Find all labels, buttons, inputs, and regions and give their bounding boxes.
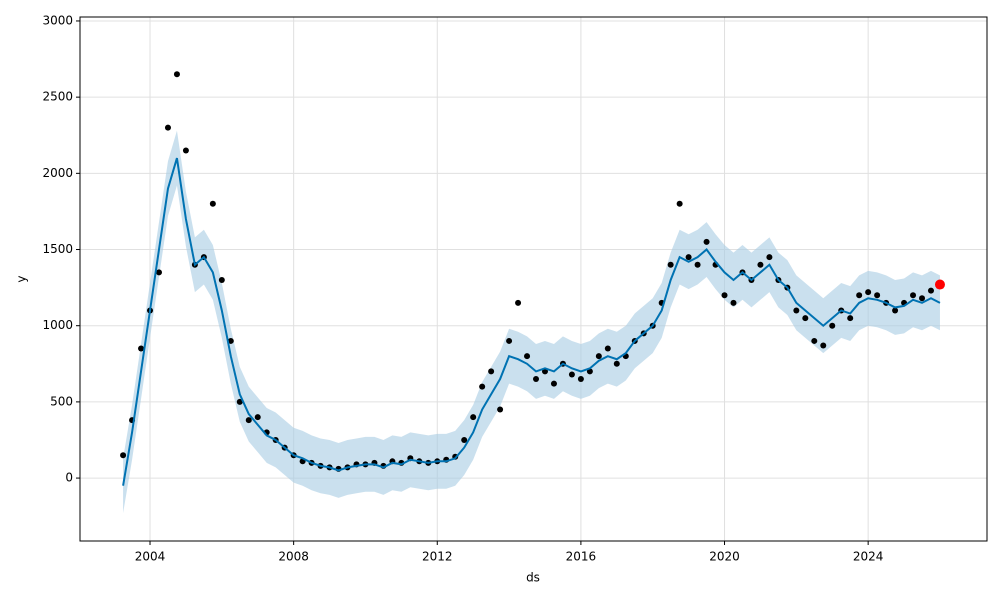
observed-point [604, 345, 611, 352]
y-tick-label: 1000 [42, 318, 73, 332]
observed-point [865, 289, 872, 296]
observed-point [182, 147, 189, 154]
observed-point [497, 406, 504, 413]
y-tick-label: 2500 [42, 90, 73, 104]
x-tick-label: 2008 [278, 550, 309, 564]
observed-point [550, 380, 557, 387]
observed-point [524, 353, 531, 360]
observed-point [910, 292, 917, 299]
observed-point [227, 337, 234, 344]
observed-point [847, 315, 854, 322]
observed-point [533, 376, 540, 383]
observed-point [595, 353, 602, 360]
observed-point [667, 261, 674, 268]
y-tick-label: 3000 [42, 13, 73, 27]
observed-point [766, 254, 773, 261]
observed-point [470, 414, 477, 421]
observed-point [488, 368, 495, 375]
observed-point [721, 292, 728, 299]
x-tick-label: 2004 [135, 550, 166, 564]
x-axis-label: ds [526, 571, 540, 585]
forecast-line [122, 157, 941, 486]
x-tick-label: 2012 [422, 550, 453, 564]
observed-point [730, 299, 737, 306]
observed-point [811, 337, 818, 344]
observed-point [613, 360, 620, 367]
observed-point [685, 254, 692, 261]
latest-point [934, 279, 945, 290]
observed-point [829, 322, 836, 329]
observed-point [515, 299, 522, 306]
y-axis-label: y [15, 275, 29, 282]
x-tick-label: 2024 [853, 550, 884, 564]
observed-point [120, 452, 127, 459]
observed-point [703, 238, 710, 245]
observed-point [138, 345, 145, 352]
y-tick-label: 500 [50, 394, 73, 408]
observed-point [757, 261, 764, 268]
observed-point [802, 315, 809, 322]
observed-point [892, 307, 899, 314]
observed-point [155, 269, 162, 276]
observed-point [676, 200, 683, 207]
observed-point [218, 276, 225, 283]
observed-point [694, 261, 701, 268]
observed-point [927, 287, 934, 294]
observed-point [173, 71, 180, 78]
observed-point [568, 371, 575, 378]
observed-point [209, 200, 216, 207]
observed-point [820, 342, 827, 349]
observed-point [506, 337, 513, 344]
observed-point [874, 292, 881, 299]
observed-point [577, 376, 584, 383]
y-tick-label: 1500 [42, 242, 73, 256]
y-tick-label: 0 [65, 471, 73, 485]
observed-point [793, 307, 800, 314]
x-tick-label: 2016 [566, 550, 597, 564]
observed-point [919, 295, 926, 302]
plot-frame [79, 16, 988, 542]
observed-point [245, 417, 252, 424]
y-tick-label: 2000 [42, 166, 73, 180]
observed-point [254, 414, 261, 421]
observed-point [479, 383, 486, 390]
observed-point [461, 436, 468, 443]
observed-point [164, 124, 171, 131]
observed-point [236, 398, 243, 405]
observed-point [856, 292, 863, 299]
x-tick-label: 2020 [709, 550, 740, 564]
